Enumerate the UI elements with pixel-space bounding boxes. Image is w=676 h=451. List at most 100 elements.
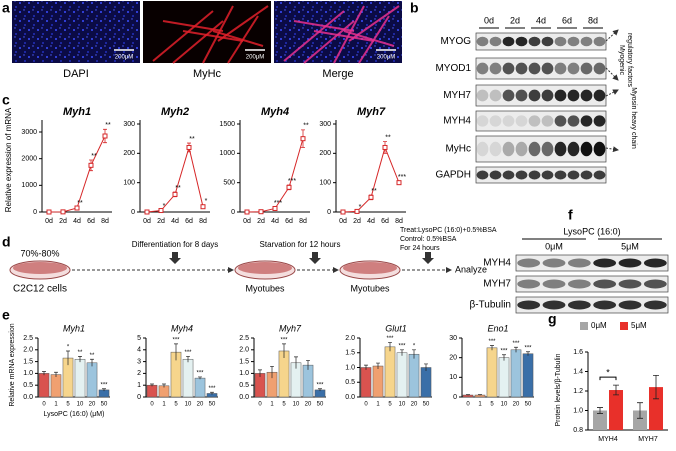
group-label: Myosin heavy chain <box>630 87 637 149</box>
image-label: MyHc <box>193 68 222 80</box>
x-tick-label: 0d <box>45 218 53 225</box>
x-tick-label: 6d <box>185 218 193 225</box>
point <box>258 209 264 215</box>
point <box>244 209 250 215</box>
x-tick-label: 6d <box>285 218 293 225</box>
x-tick-label: 50 <box>101 402 108 408</box>
y-tick-label: 1.0 <box>573 407 583 414</box>
point <box>46 209 52 215</box>
blot-band <box>580 62 593 75</box>
x-axis-title: LysoPC (16:0) (μM) <box>44 411 105 418</box>
bar <box>522 353 534 398</box>
y-axis-title: Relative mRNA expression <box>9 323 16 406</box>
y-tick-label: 300 <box>319 121 331 128</box>
down-arrow <box>309 252 321 264</box>
x-tick-label: 4d <box>271 218 279 225</box>
x-tick-label: 2d <box>157 218 165 225</box>
bar <box>38 373 50 398</box>
significance: ** <box>105 122 111 129</box>
error-bar <box>270 365 274 379</box>
error-bar <box>466 394 470 396</box>
bar <box>372 365 384 398</box>
blot-band <box>502 141 515 157</box>
x-tick-label: 8d <box>395 218 403 225</box>
significance: * <box>205 198 208 205</box>
bar <box>146 384 158 398</box>
y-tick-label: 0 <box>33 209 37 216</box>
blot-band <box>554 141 567 157</box>
blot-band <box>502 62 515 75</box>
chart-title: Glut1 <box>385 323 407 333</box>
blot-band <box>489 36 502 47</box>
blot-band <box>618 300 642 310</box>
x-tick-label: 50 <box>209 402 216 408</box>
error-bar <box>613 384 619 396</box>
fiber <box>293 20 355 32</box>
blot-band <box>567 62 580 75</box>
x-tick-label: 10 <box>185 402 192 408</box>
x-tick-label: 5 <box>66 402 70 408</box>
y-tick-label: 10 <box>449 374 457 381</box>
band-label: MYH4 <box>483 258 511 269</box>
micrograph <box>143 1 271 64</box>
x-tick-label: 4d <box>367 218 375 225</box>
x-tick-label: 1 <box>376 402 380 408</box>
significance: *** <box>386 336 394 342</box>
error-bar <box>526 351 530 356</box>
y-tick-label: 200 <box>319 150 331 157</box>
bar <box>593 410 607 430</box>
y-tick-label: 100 <box>123 180 135 187</box>
blot-band <box>554 89 567 102</box>
bar <box>498 357 510 398</box>
blot-band <box>541 115 554 127</box>
image-label: DAPI <box>63 68 89 80</box>
bar <box>302 364 314 398</box>
blot-band <box>515 62 528 75</box>
point <box>272 205 278 211</box>
y-tick-label: 0 <box>453 394 457 401</box>
x-tick-label: MYH7 <box>638 436 658 443</box>
x-tick-label: 20 <box>411 402 418 408</box>
blot-band <box>502 170 515 180</box>
panel-letter: c <box>2 92 10 108</box>
point <box>200 204 206 210</box>
bar <box>182 358 194 398</box>
significance: ** <box>91 153 97 160</box>
x-tick-label: 0 <box>258 402 262 408</box>
error-bar <box>400 349 404 356</box>
error-bar <box>258 369 262 377</box>
micrograph <box>12 1 140 63</box>
significance: *** <box>316 382 324 388</box>
y-tick-label: 1000 <box>21 182 37 189</box>
point <box>382 144 388 150</box>
blot-band <box>528 62 541 75</box>
diagram-label: C2C12 cells <box>13 284 67 295</box>
point <box>74 205 80 211</box>
error-bar <box>210 391 214 395</box>
point <box>60 209 66 215</box>
blot-band <box>541 141 554 157</box>
band-label: MYOD1 <box>435 63 471 74</box>
blot-band <box>528 36 541 47</box>
x-tick-label: 0 <box>150 402 154 408</box>
blot-band <box>554 115 567 127</box>
point <box>144 209 150 215</box>
significance: *** <box>500 348 508 354</box>
bar <box>633 410 647 430</box>
blot-band <box>643 279 667 289</box>
blot-band <box>489 89 502 102</box>
bar <box>510 349 522 398</box>
y-tick-label: 1.0 <box>23 370 33 377</box>
y-tick-label: 3000 <box>21 129 37 136</box>
error-bar <box>306 360 310 370</box>
x-tick-label: 20 <box>197 402 204 408</box>
blot-band <box>542 258 566 268</box>
x-tick-label: 10 <box>77 402 84 408</box>
connector <box>605 146 619 153</box>
x-tick-label: 0d <box>243 218 251 225</box>
significance: ** <box>385 134 391 141</box>
chart-title: Myh1 <box>63 106 91 118</box>
blot-band <box>567 141 580 157</box>
bar <box>420 367 432 398</box>
scale-bar-label: 200μM <box>246 55 264 61</box>
